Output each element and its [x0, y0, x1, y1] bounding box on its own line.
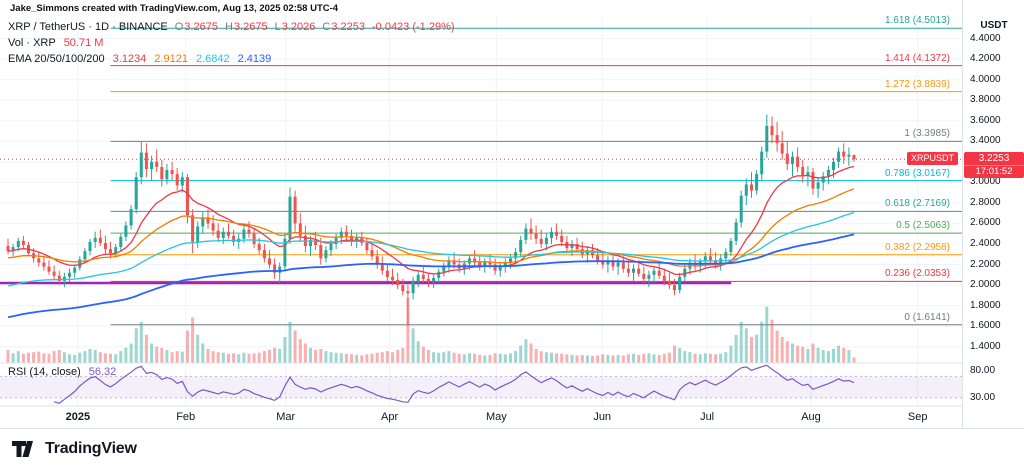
- pane-separators: [0, 362, 962, 407]
- ema-100-value: 2.6842: [195, 53, 230, 65]
- price-tick: 2.6000: [970, 217, 1001, 229]
- tradingview-logo[interactable]: TradingView: [12, 438, 137, 460]
- current-price-value: 3.2253: [978, 153, 1010, 165]
- price-tick: 3.4000: [970, 135, 1001, 147]
- ohlc-open-label: O: [174, 21, 184, 33]
- ema-layer: [7, 165, 855, 319]
- rsi-tick: 30.00: [970, 391, 996, 403]
- price-tick: 4.4000: [970, 32, 1001, 44]
- volume-legend[interactable]: Vol · XRP 50.71 M: [8, 37, 103, 49]
- rsi-tick: 80.00: [970, 365, 996, 377]
- tradingview-brand-text: TradingView: [45, 440, 137, 457]
- ema-200-value: 2.4139: [237, 53, 272, 65]
- ohlc-low-label: L: [274, 21, 281, 33]
- symbol-legend[interactable]: XRP / TetherUS · 1D · BINANCE O3.2675 H3.2…: [8, 21, 455, 33]
- ema-legend[interactable]: EMA 20/50/100/200 3.1234 2.9121 2.6842 2.413…: [8, 53, 271, 65]
- price-axis[interactable]: USDT 3.2253 17:01:52 4.4000 4.2000 4.0000 3…: [962, 0, 1024, 428]
- chart-canvas[interactable]: [0, 0, 962, 428]
- price-line-symbol-tag: XRPUSDT: [906, 152, 958, 166]
- price-tick: 3.6000: [970, 114, 1001, 126]
- current-price-chip[interactable]: 3.2253 17:01:52: [964, 152, 1024, 179]
- ohlc-close-label: C: [322, 21, 331, 33]
- rsi-label: RSI (14, close): [8, 366, 81, 378]
- price-tick: 1.8000: [970, 299, 1001, 311]
- candles-layer: [6, 114, 856, 326]
- price-tick: 2.4000: [970, 238, 1001, 249]
- volume-layer: [6, 298, 856, 364]
- price-tick: 4.0000: [970, 73, 1001, 85]
- symbol-title: XRP / TetherUS · 1D · BINANCE: [8, 21, 168, 33]
- volume-value: 50.71 M: [63, 37, 104, 49]
- ohlc-high-label: H: [224, 21, 233, 33]
- ohlc-open-value: 3.2675: [184, 21, 218, 33]
- price-tick: 3.8000: [970, 94, 1001, 106]
- price-tick: 2.8000: [970, 196, 1001, 208]
- ema-50-value: 2.9121: [154, 53, 188, 65]
- ohlc-low-value: 3.2026: [281, 21, 316, 33]
- volume-label: Vol · XRP: [8, 37, 56, 49]
- watermark-text: Jake_Simmons created with TradingView.co…: [10, 3, 339, 14]
- ohlc-high-value: 3.2675: [233, 21, 268, 33]
- price-tick: 2.2000: [970, 258, 1001, 270]
- tradingview-logo-mark: [12, 441, 33, 457]
- fib-lines-layer: [110, 27, 962, 326]
- bar-countdown: 17:01:52: [964, 165, 1024, 178]
- rsi-value: 56.32: [88, 366, 117, 378]
- ema-label: EMA 20/50/100/200: [8, 53, 105, 65]
- rsi-legend[interactable]: RSI (14, close) 56.32: [8, 366, 116, 378]
- ema-20-value: 3.1234: [112, 53, 147, 65]
- ohlc-close-value: 3.2253: [331, 21, 365, 33]
- price-tick: 4.2000: [970, 53, 1001, 65]
- bottom-bar: TradingView: [0, 428, 1024, 471]
- rsi-layer: [0, 364, 962, 404]
- price-tick: 2.0000: [970, 279, 1001, 291]
- price-tick: 1.4000: [970, 340, 1001, 352]
- price-tick: 1.6000: [970, 320, 1001, 332]
- price-tick: 3.0000: [970, 176, 1001, 188]
- price-axis-currency[interactable]: USDT: [980, 20, 1008, 31]
- price-change: -0.0423 (-1.29%): [371, 21, 455, 33]
